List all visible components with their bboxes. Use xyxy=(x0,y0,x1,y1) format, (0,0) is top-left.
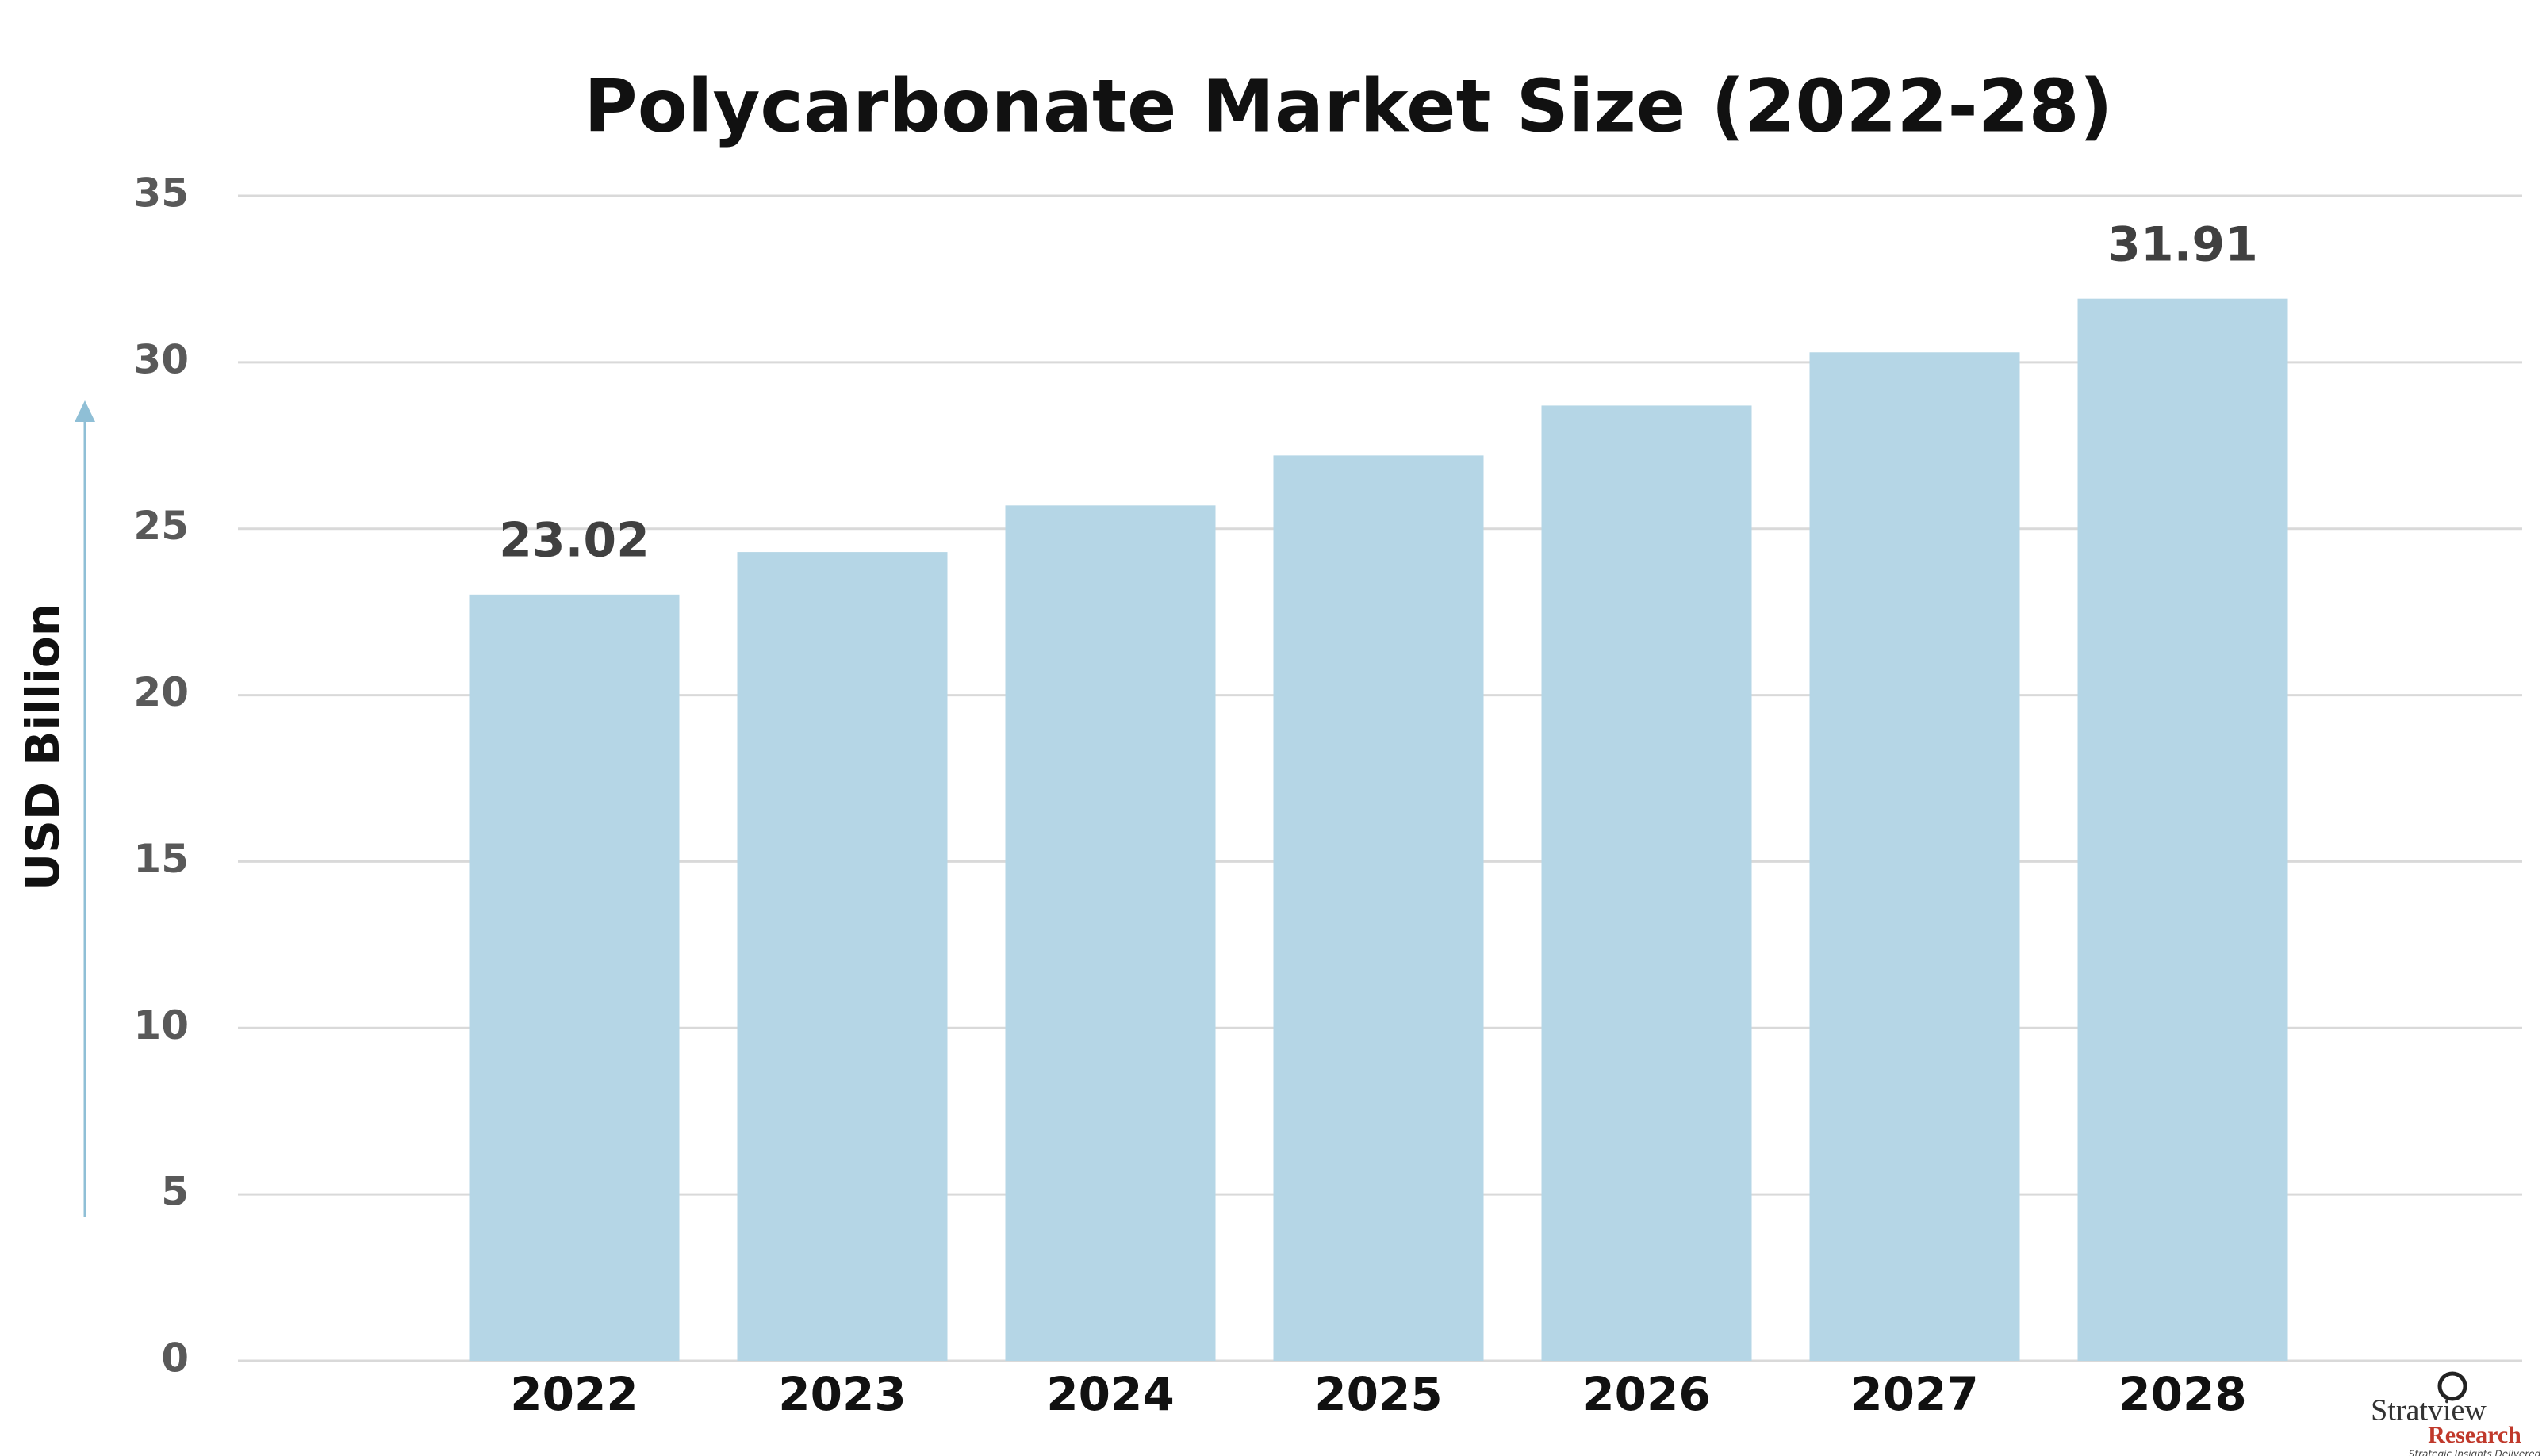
y-tick-label: 10 xyxy=(133,1002,189,1048)
value-label: 31.91 xyxy=(2107,216,2258,272)
y-tick-label: 15 xyxy=(133,836,189,882)
x-tick-label: 2024 xyxy=(1046,1367,1174,1421)
logo-name: Stratview xyxy=(2371,1394,2487,1427)
x-tick-label: 2028 xyxy=(2118,1367,2246,1421)
x-tick-label: 2027 xyxy=(1850,1367,1978,1421)
logo-icon xyxy=(2437,1371,2467,1401)
bar xyxy=(1541,405,1752,1361)
axis-arrow-head xyxy=(75,400,95,422)
bar xyxy=(1005,505,1216,1362)
bar xyxy=(737,552,948,1361)
chart-title: Polycarbonate Market Size (2022-28) xyxy=(584,63,2112,148)
x-tick-label: 2025 xyxy=(1314,1367,1442,1421)
bar xyxy=(2077,298,2288,1362)
bar xyxy=(1273,455,1484,1361)
y-tick-label: 5 xyxy=(161,1169,189,1215)
y-tick-label: 0 xyxy=(161,1335,189,1381)
y-tick-label: 30 xyxy=(133,336,189,382)
y-axis-title: USD Billion xyxy=(16,603,70,891)
x-tick-label: 2026 xyxy=(1582,1367,1710,1421)
logo: Stratview Research Strategic Insights De… xyxy=(2371,1371,2541,1456)
y-tick-label: 20 xyxy=(133,669,189,715)
value-label: 23.02 xyxy=(499,512,650,568)
x-tick-label: 2022 xyxy=(510,1367,638,1421)
y-tick-label: 25 xyxy=(133,503,189,549)
logo-tagline: Strategic Insights Delivered xyxy=(2409,1449,2541,1456)
logo-sub: Research xyxy=(2428,1422,2521,1448)
bar xyxy=(1809,352,2020,1361)
y-tick-label: 35 xyxy=(133,171,189,216)
bar xyxy=(469,594,680,1361)
x-tick-label: 2023 xyxy=(778,1367,906,1421)
